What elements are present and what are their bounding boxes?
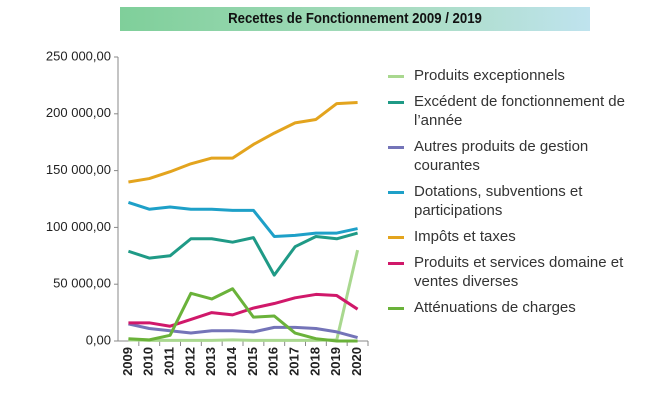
legend-label: Autres produits de gestion courantes bbox=[414, 138, 589, 174]
legend-swatch bbox=[388, 191, 404, 194]
legend-swatch bbox=[388, 101, 404, 104]
legend-label: Atténuations de charges bbox=[414, 299, 576, 316]
legend-swatch bbox=[388, 75, 404, 78]
y-tick-label: 100 000,00 bbox=[46, 219, 111, 234]
legend-entry: Produits et services domaine et ventes d… bbox=[388, 253, 638, 291]
x-tick-label: 2015 bbox=[245, 347, 260, 376]
title-bar: Recettes de Fonctionnement 2009 / 2019 bbox=[120, 7, 590, 31]
legend-label: Impôts et taxes bbox=[414, 228, 516, 245]
chart-title: Recettes de Fonctionnement 2009 / 2019 bbox=[228, 10, 482, 27]
series-line bbox=[128, 100, 358, 184]
legend-entry: Autres produits de gestion courantes bbox=[388, 137, 638, 175]
series-line bbox=[128, 292, 359, 328]
legend-label: Produits et services domaine et ventes d… bbox=[414, 254, 624, 290]
legend-label: Produits exceptionnels bbox=[414, 67, 565, 84]
series-line bbox=[127, 231, 358, 277]
legend-entry: Produits exceptionnels bbox=[388, 66, 638, 85]
x-tick-label: 2020 bbox=[349, 347, 364, 376]
x-tick-label: 2014 bbox=[224, 346, 239, 376]
y-tick-label: 0,00 bbox=[86, 332, 111, 347]
legend-label: Excédent de fonctionnement de l’année bbox=[414, 93, 625, 129]
series-line bbox=[128, 322, 358, 340]
x-tick-label: 2012 bbox=[182, 347, 197, 376]
legend: Produits exceptionnels Excédent de foncti… bbox=[388, 66, 638, 324]
x-tick-label: 2019 bbox=[328, 347, 343, 376]
x-tick-label: 2017 bbox=[287, 347, 302, 376]
x-tick-label: 2013 bbox=[203, 347, 218, 376]
x-tick-label: 2010 bbox=[141, 347, 156, 376]
y-tick-label: 200 000,00 bbox=[46, 105, 111, 120]
x-tick-label: 2016 bbox=[266, 347, 281, 376]
legend-entry: Atténuations de charges bbox=[388, 298, 638, 317]
legend-entry: Dotations, subventions et participations bbox=[388, 182, 638, 220]
legend-swatch bbox=[388, 146, 404, 149]
y-tick-label: 50 000,00 bbox=[53, 276, 111, 291]
legend-swatch bbox=[388, 236, 404, 239]
series-line bbox=[128, 287, 358, 343]
y-tick-label: 250 000,00 bbox=[46, 48, 111, 63]
x-tick-label: 2009 bbox=[120, 347, 135, 376]
legend-swatch bbox=[388, 262, 404, 265]
series-line bbox=[127, 200, 358, 238]
legend-swatch bbox=[388, 307, 404, 310]
legend-entry: Excédent de fonctionnement de l’année bbox=[388, 92, 638, 130]
legend-label: Dotations, subventions et participations bbox=[414, 183, 583, 219]
x-tick-label: 2011 bbox=[162, 347, 177, 375]
x-tick-label: 2018 bbox=[307, 347, 322, 376]
y-tick-label: 150 000,00 bbox=[46, 162, 111, 177]
legend-entry: Impôts et taxes bbox=[388, 227, 638, 246]
